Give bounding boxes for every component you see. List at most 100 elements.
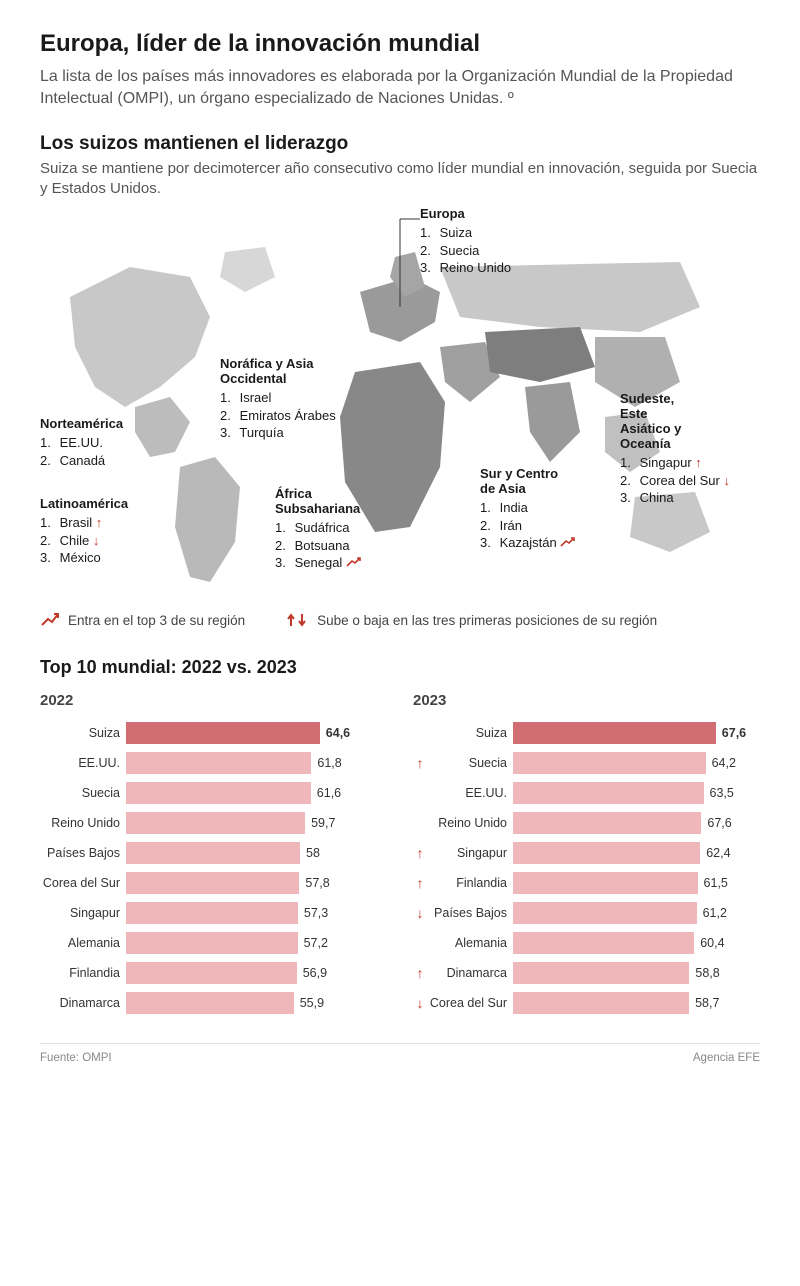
- main-title: Europa, líder de la innovación mundial: [40, 30, 760, 58]
- bar-fill: 67,6: [513, 812, 701, 834]
- bar-fill: 61,6: [126, 782, 311, 804]
- bar-fill: 64,6: [126, 722, 320, 744]
- bar-value: 57,2: [304, 936, 328, 950]
- bar-label: Reino Unido: [427, 816, 513, 830]
- bar-row: Finlandia56,9: [40, 959, 387, 986]
- bar-row: Corea del Sur57,8: [40, 869, 387, 896]
- region-item: 1. Brasil ↑: [40, 514, 128, 532]
- bar-label: Suecia: [40, 786, 126, 800]
- region-item: 1. Israel: [220, 389, 360, 407]
- region-item: 2. Canadá: [40, 452, 123, 470]
- bar-value: 61,8: [317, 756, 341, 770]
- bar-value: 61,2: [703, 906, 727, 920]
- bar-row: Reino Unido67,6: [413, 809, 760, 836]
- region-item: 3. China: [620, 489, 760, 507]
- region-item: 3. Turquía: [220, 424, 360, 442]
- bar-value: 63,5: [710, 786, 734, 800]
- bar-track: 57,3: [126, 902, 387, 924]
- bar-value: 57,3: [304, 906, 328, 920]
- bar-track: 67,6: [513, 722, 760, 744]
- chart-2022: 2022 Suiza64,6EE.UU.61,8Suecia61,6Reino …: [40, 692, 387, 1019]
- bar-value: 64,6: [326, 726, 350, 740]
- bar-value: 67,6: [707, 816, 731, 830]
- footer: Fuente: OMPI Agencia EFE: [40, 1043, 760, 1064]
- bar-row: EE.UU.61,8: [40, 749, 387, 776]
- region-item: 3. México: [40, 549, 128, 567]
- bar-label: Corea del Sur: [40, 876, 126, 890]
- bar-label: Singapur: [40, 906, 126, 920]
- bar-value: 64,2: [712, 756, 736, 770]
- bar-row: ↓Corea del Sur58,7: [413, 989, 760, 1016]
- bar-label: Suiza: [427, 726, 513, 740]
- bar-fill: 56,9: [126, 962, 297, 984]
- bar-value: 55,9: [300, 996, 324, 1010]
- bar-fill: 57,8: [126, 872, 299, 894]
- bar-row: Suiza64,6: [40, 719, 387, 746]
- map-section-subtitle: Suiza se mantiene por decimotercer año c…: [40, 159, 760, 200]
- source-label: Fuente: OMPI: [40, 1052, 112, 1064]
- region-item: 1. India: [480, 499, 600, 517]
- region-item: 1. Singapur ↑: [620, 454, 760, 472]
- bar-track: 64,2: [513, 752, 760, 774]
- bar-label: Países Bajos: [427, 906, 513, 920]
- bar-track: 55,9: [126, 992, 387, 1014]
- bar-charts: 2022 Suiza64,6EE.UU.61,8Suecia61,6Reino …: [40, 692, 760, 1019]
- bar-track: 57,8: [126, 872, 387, 894]
- bar-fill: 55,9: [126, 992, 294, 1014]
- bar-row: ↑Finlandia61,5: [413, 869, 760, 896]
- bar-fill: 58,8: [513, 962, 689, 984]
- bar-track: 67,6: [513, 812, 760, 834]
- bar-label: EE.UU.: [427, 786, 513, 800]
- region-norteamerica: Norteamérica 1. EE.UU.2. Canadá: [40, 417, 123, 469]
- bar-value: 67,6: [722, 726, 746, 740]
- region-item: 2. Emiratos Árabes: [220, 407, 360, 425]
- bar-label: Singapur: [427, 846, 513, 860]
- region-item: 3. Senegal: [275, 554, 405, 572]
- bar-fill: 58,7: [513, 992, 689, 1014]
- bar-track: 59,7: [126, 812, 387, 834]
- up-down-arrows-icon: [285, 611, 309, 629]
- bar-row: Suecia61,6: [40, 779, 387, 806]
- bar-label: Dinamarca: [40, 996, 126, 1010]
- bar-fill: 67,6: [513, 722, 716, 744]
- rank-arrow-icon: ↓: [413, 995, 427, 1011]
- legend-enters-top3: Entra en el top 3 de su región: [40, 611, 245, 629]
- map-legend: Entra en el top 3 de su región Sube o ba…: [40, 611, 760, 629]
- bar-value: 58: [306, 846, 320, 860]
- bar-label: Países Bajos: [40, 846, 126, 860]
- bar-value: 58,8: [695, 966, 719, 980]
- bar-fill: 61,8: [126, 752, 311, 774]
- bar-row: Singapur 57,3: [40, 899, 387, 926]
- region-norafrica: Noráfica y AsiaOccidental 1. Israel2. Em…: [220, 357, 360, 442]
- bar-value: 61,5: [704, 876, 728, 890]
- region-item: 2. Suecia: [420, 242, 511, 260]
- bar-row: ↓Países Bajos 61,2: [413, 899, 760, 926]
- bar-value: 56,9: [303, 966, 327, 980]
- bar-label: Alemania: [427, 936, 513, 950]
- bar-value: 57,8: [305, 876, 329, 890]
- bar-label: Dinamarca: [427, 966, 513, 980]
- rank-arrow-icon: ↓: [413, 905, 427, 921]
- region-item: 3. Kazajstán: [480, 534, 600, 552]
- year-label-2023: 2023: [413, 692, 760, 709]
- region-item: 1. EE.UU.: [40, 434, 123, 452]
- bar-fill: 64,2: [513, 752, 706, 774]
- bar-label: Suecia: [427, 756, 513, 770]
- bar-label: Alemania: [40, 936, 126, 950]
- region-item: 2. Chile ↓: [40, 532, 128, 550]
- region-sudeste: Sudeste,EsteAsiático yOceanía 1. Singapu…: [620, 392, 760, 506]
- region-africa-sub: ÁfricaSubsahariana 1. Sudáfrica2. Botsua…: [275, 487, 405, 572]
- bar-track: 62,4: [513, 842, 760, 864]
- bar-label: EE.UU.: [40, 756, 126, 770]
- legend-moves-position: Sube o baja en las tres primeras posicio…: [285, 611, 657, 629]
- region-sur-centro-asia: Sur y Centrode Asia 1. India2. Irán3. Ka…: [480, 467, 600, 552]
- bar-fill: 57,2: [126, 932, 298, 954]
- bar-track: 63,5: [513, 782, 760, 804]
- region-item: 2. Irán: [480, 517, 600, 535]
- rank-arrow-icon: ↑: [413, 755, 427, 771]
- main-subtitle: La lista de los países más innovadores e…: [40, 66, 760, 111]
- region-item: 1. Suiza: [420, 224, 511, 242]
- bar-row: Suiza67,6: [413, 719, 760, 746]
- agency-label: Agencia EFE: [693, 1052, 760, 1064]
- bar-value: 61,6: [317, 786, 341, 800]
